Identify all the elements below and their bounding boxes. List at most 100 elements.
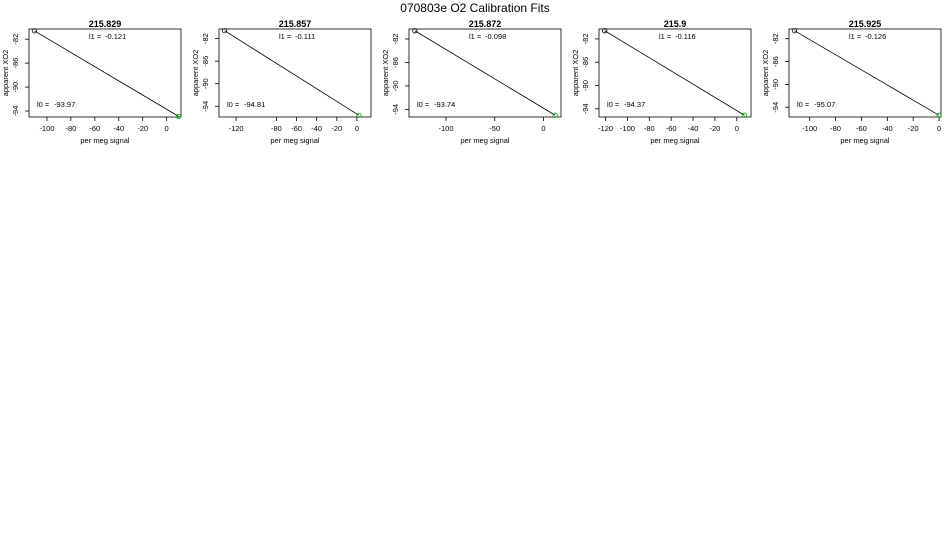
y-tick-label: -82 <box>11 34 20 45</box>
y-tick-label: -90 <box>771 79 780 90</box>
y-tick-label: -82 <box>581 33 590 44</box>
x-tick-label: -40 <box>113 124 124 133</box>
panel-title: 215.829 <box>89 19 122 29</box>
y-tick-label: -90 <box>581 80 590 91</box>
y-tick-label: -86 <box>771 56 780 67</box>
x-tick-label: -60 <box>89 124 100 133</box>
data-point <box>791 28 798 34</box>
y-tick-label: -94 <box>771 102 780 113</box>
y-axis-label: apparent XO2 <box>1 50 10 97</box>
fit-l0-label: l0 = <box>227 100 240 109</box>
x-tick-label: 0 <box>541 124 545 133</box>
fit-l0-value: -94.37 <box>624 100 645 109</box>
data-point <box>31 28 37 34</box>
x-tick-label: -60 <box>291 124 302 133</box>
fit-l0-label: l0 = <box>797 100 810 109</box>
fit-l1-value: -0.098 <box>485 32 506 41</box>
panel-title: 215.857 <box>279 19 312 29</box>
x-tick-label: -100 <box>439 124 454 133</box>
y-tick-label: -82 <box>771 33 780 44</box>
y-tick-label: -94 <box>581 103 590 114</box>
x-tick-label: 0 <box>355 124 359 133</box>
fit-l1-label: l1 = <box>849 32 862 41</box>
fit-l0-label: l0 = <box>37 100 50 109</box>
x-axis-label: per meg signal <box>270 136 320 145</box>
y-tick-label: -86 <box>391 57 400 68</box>
data-point <box>221 28 228 34</box>
data-point <box>936 112 942 118</box>
fit-line <box>224 30 360 116</box>
page-title: 070803e O2 Calibration Fits <box>400 1 550 15</box>
fit-l1-value: -0.116 <box>675 32 696 41</box>
fit-l0-value: -95.07 <box>814 100 835 109</box>
x-axis-label: per meg signal <box>840 136 890 145</box>
x-tick-label: -20 <box>709 124 720 133</box>
x-tick-label: -40 <box>688 124 699 133</box>
x-tick-label: -40 <box>311 124 322 133</box>
fit-line <box>414 30 556 116</box>
y-tick-label: -94 <box>391 104 400 115</box>
fit-line <box>604 30 745 116</box>
x-axis-label: per meg signal <box>460 136 510 145</box>
y-tick-label: -90 <box>11 82 20 93</box>
data-point <box>176 113 182 120</box>
fit-l1-label: l1 = <box>279 32 292 41</box>
y-tick-label: -90 <box>391 80 400 91</box>
plot-frame <box>408 28 562 118</box>
y-tick-label: -90 <box>201 78 210 89</box>
x-tick-label: 0 <box>735 124 739 133</box>
x-tick-label: -100 <box>620 124 635 133</box>
x-tick-label: -20 <box>331 124 342 133</box>
y-axis-label: apparent XO2 <box>761 50 770 97</box>
y-tick-label: -86 <box>201 56 210 67</box>
fit-l1-value: -0.121 <box>105 32 126 41</box>
x-tick-label: -80 <box>271 124 282 133</box>
y-tick-label: -82 <box>391 34 400 45</box>
y-axis-label: apparent XO2 <box>381 50 390 97</box>
fit-line <box>794 30 940 116</box>
x-tick-label: 0 <box>165 124 169 133</box>
x-axis-label: per meg signal <box>650 136 700 145</box>
data-point <box>602 28 608 34</box>
fit-l0-value: -93.97 <box>54 100 75 109</box>
x-tick-label: -20 <box>908 124 919 133</box>
fit-l1-label: l1 = <box>89 32 102 41</box>
plot-frame <box>598 28 752 118</box>
data-point <box>552 112 558 118</box>
x-tick-label: -80 <box>65 124 76 133</box>
x-tick-label: -20 <box>137 124 148 133</box>
y-tick-label: -94 <box>201 101 210 112</box>
fit-l1-value: -0.126 <box>865 32 886 41</box>
data-point <box>356 112 362 118</box>
x-tick-label: -60 <box>856 124 867 133</box>
x-tick-label: -60 <box>666 124 677 133</box>
data-point <box>741 112 748 118</box>
x-tick-label: -80 <box>644 124 655 133</box>
x-tick-label: 0 <box>937 124 941 133</box>
fit-l1-label: l1 = <box>469 32 482 41</box>
x-tick-label: -100 <box>802 124 817 133</box>
fit-l0-value: -93.74 <box>434 100 455 109</box>
x-tick-label: -100 <box>39 124 54 133</box>
y-tick-label: -86 <box>11 58 20 69</box>
fit-l1-value: -0.111 <box>295 32 315 41</box>
x-tick-label: -120 <box>229 124 244 133</box>
plot-frame <box>788 28 942 118</box>
y-axis-label: apparent XO2 <box>191 50 200 97</box>
x-tick-label: -120 <box>598 124 613 133</box>
x-tick-label: -40 <box>882 124 893 133</box>
x-tick-label: -80 <box>830 124 841 133</box>
panel-title: 215.9 <box>664 19 687 29</box>
y-tick-label: -82 <box>201 33 210 44</box>
panel-title: 215.925 <box>849 19 882 29</box>
x-axis-label: per meg signal <box>80 136 130 145</box>
x-tick-label: -50 <box>489 124 500 133</box>
plot-frame <box>218 28 372 118</box>
fit-l0-label: l0 = <box>607 100 620 109</box>
data-point <box>412 28 418 34</box>
y-tick-label: -86 <box>581 57 590 68</box>
fit-l1-label: l1 = <box>659 32 672 41</box>
fit-l0-label: l0 = <box>417 100 430 109</box>
plot-frame <box>28 28 182 118</box>
